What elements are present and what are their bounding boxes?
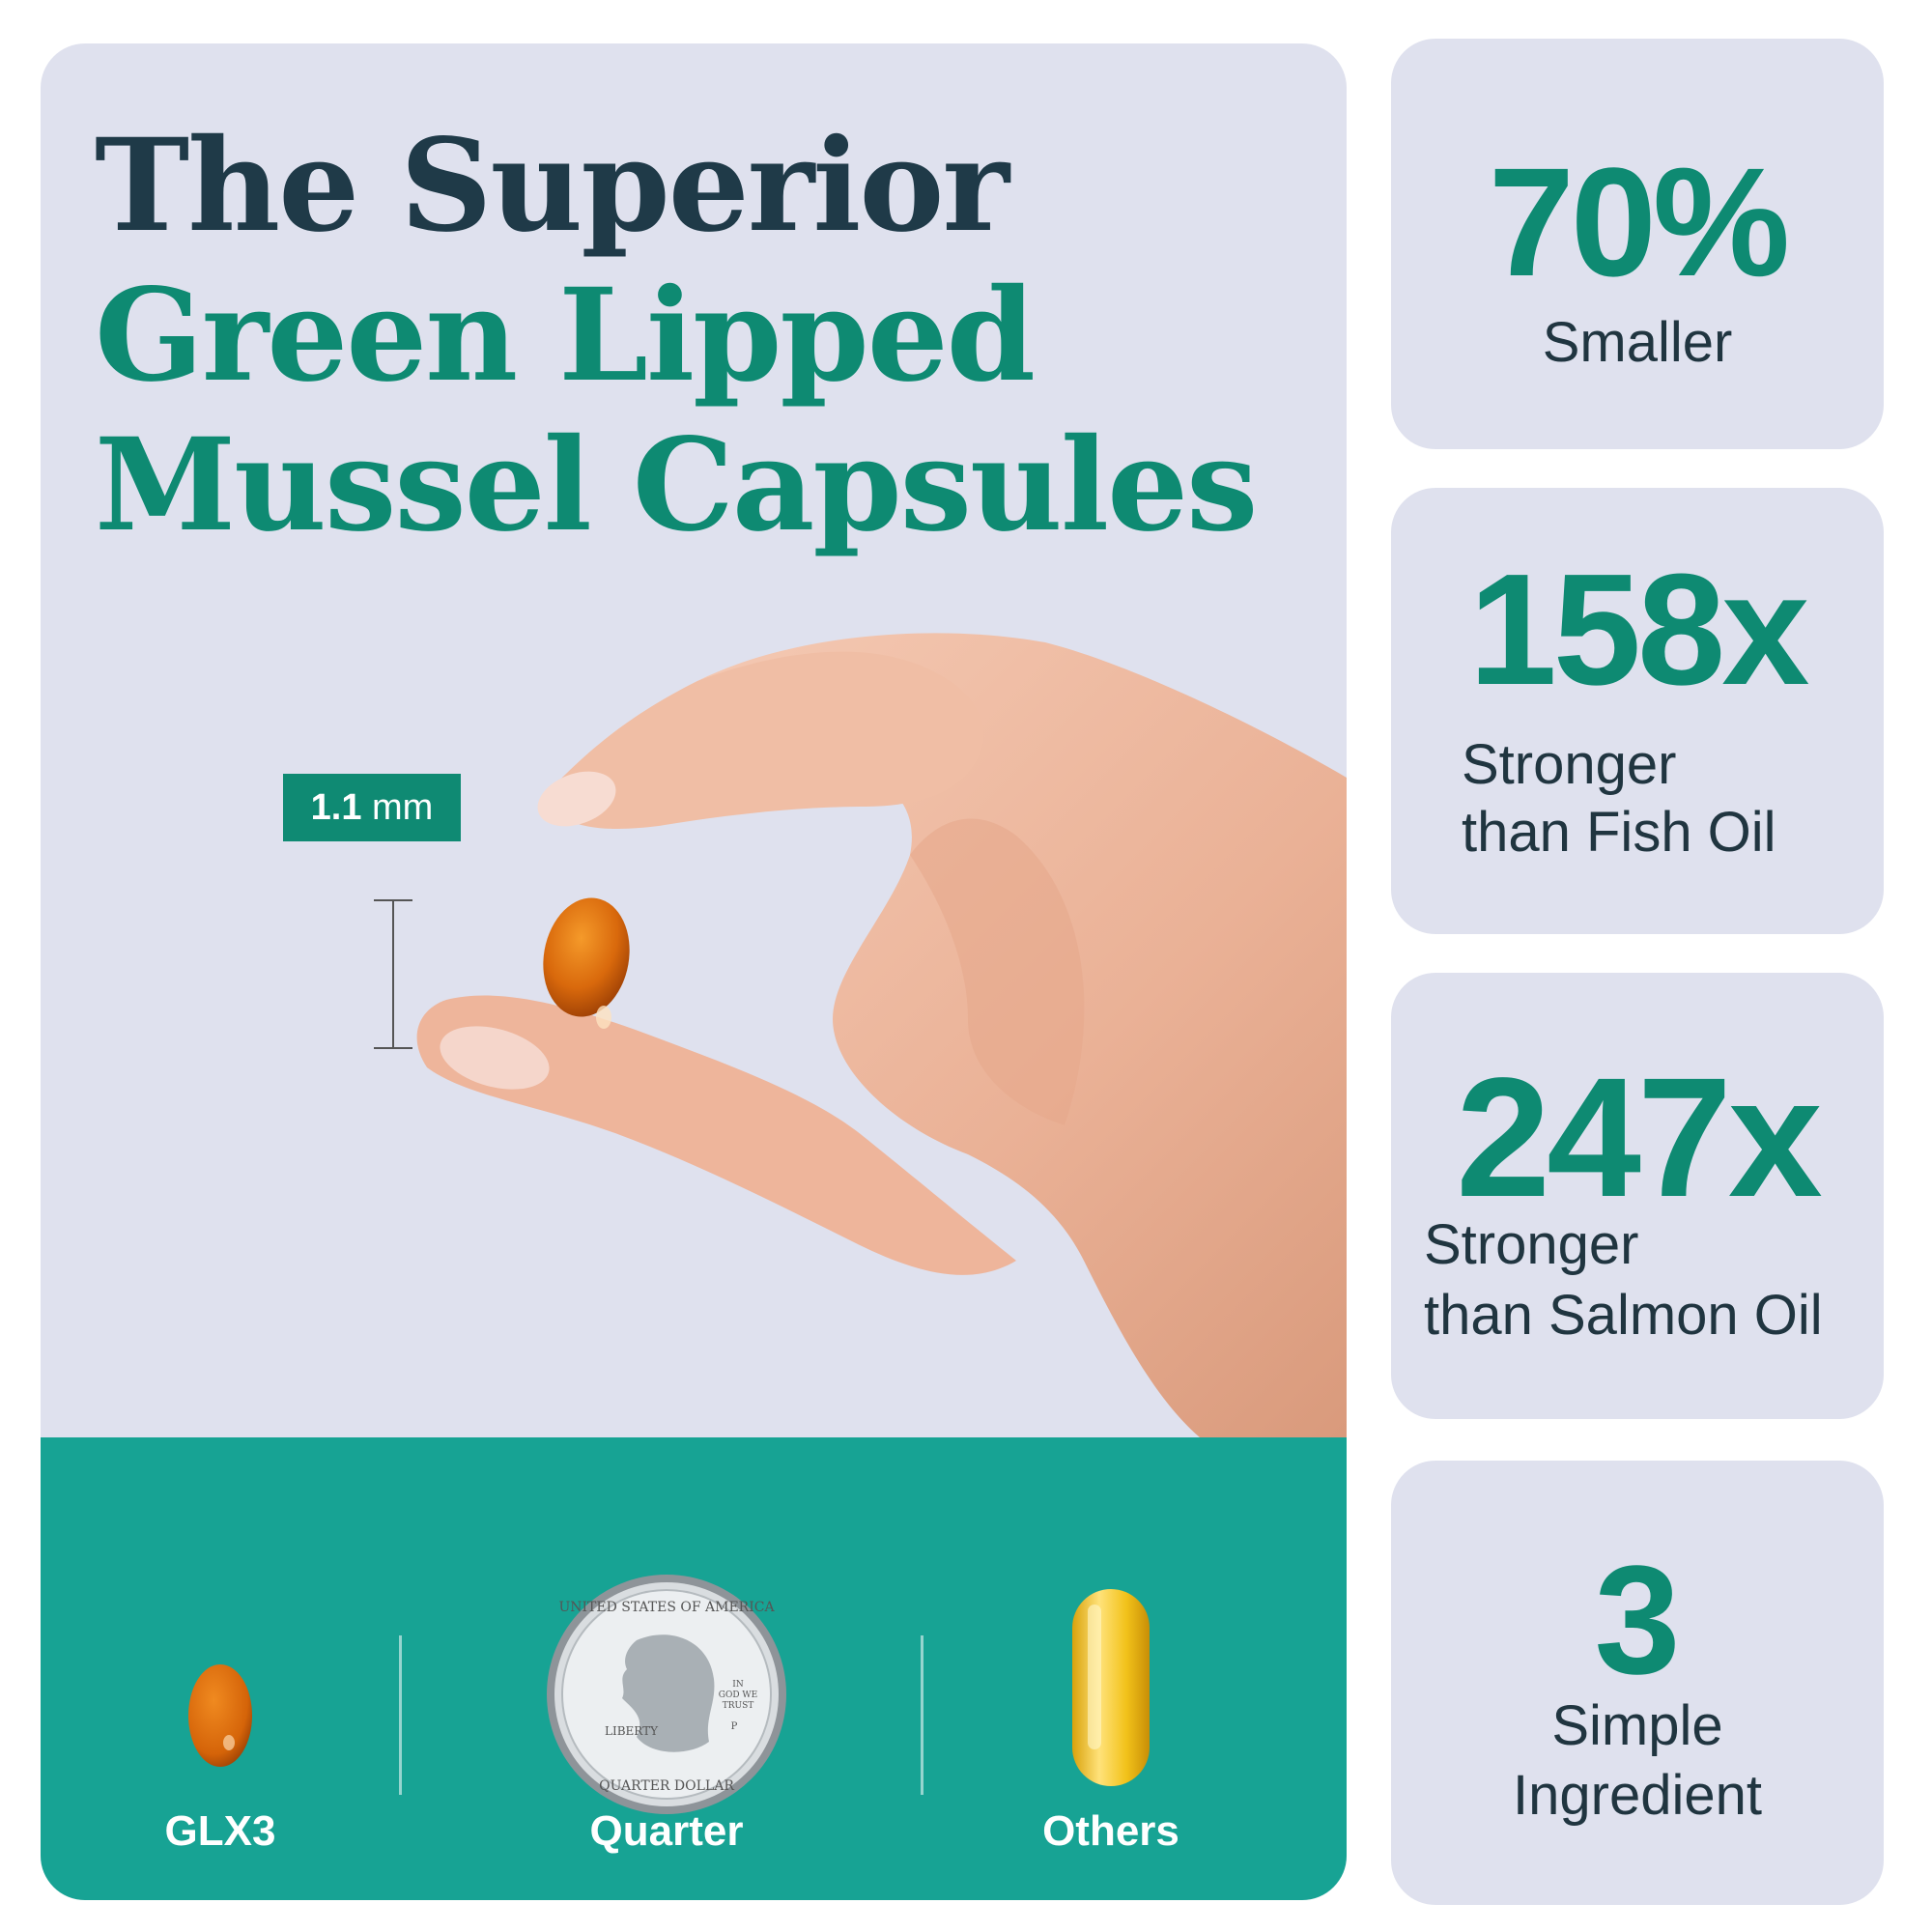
stat-value: 247x	[1456, 1043, 1823, 1233]
measurement-unit: mm	[372, 787, 434, 828]
stat-card-smaller: 70% Smaller	[1391, 39, 1884, 449]
measurement-value: 1.1	[310, 787, 362, 828]
stat-label: Smaller	[1542, 311, 1733, 374]
comparison-label-glx3: GLX3	[164, 1807, 276, 1855]
stat-label-line-1: Stronger	[1462, 733, 1677, 796]
quarter-rim-top-text: UNITED STATES OF AMERICA	[558, 1600, 775, 1615]
stat-label-line-2: than Salmon Oil	[1424, 1284, 1823, 1347]
headline: The Superior Green Lipped Mussel Capsule…	[95, 111, 1302, 560]
quarter-rim-bottom-text: QUARTER DOLLAR	[599, 1778, 734, 1794]
others-capsule-icon	[1072, 1589, 1150, 1786]
quarter-motto-line-2: GOD WE	[719, 1690, 757, 1700]
headline-line-3: Mussel Capsules	[95, 411, 1258, 560]
stat-value: 158x	[1468, 541, 1810, 718]
stat-value: 70%	[1488, 135, 1790, 308]
stat-label-line-1: Stronger	[1424, 1213, 1639, 1276]
stat-card-ingredients: 3 Simple Ingredient	[1391, 1461, 1884, 1905]
stat-card-salmon-oil: 247x Stronger than Salmon Oil	[1391, 973, 1884, 1419]
quarter-motto-line-3: TRUST	[723, 1701, 754, 1711]
headline-line-1: The Superior	[95, 111, 1009, 261]
measurement-label: 1.1 mm	[283, 774, 461, 841]
divider	[921, 1635, 923, 1795]
glx3-capsule-icon	[188, 1664, 252, 1767]
quarter-motto-line-1: IN	[732, 1680, 744, 1690]
comparison-label-others: Others	[1042, 1807, 1179, 1855]
quarter-liberty-text: LIBERTY	[605, 1724, 659, 1738]
stat-value: 3	[1594, 1533, 1681, 1706]
headline-line-2: Green Lipped	[95, 261, 1036, 411]
stat-label-line-2: than Fish Oil	[1462, 801, 1776, 864]
divider	[399, 1635, 402, 1795]
comparison-label-quarter: Quarter	[589, 1807, 744, 1855]
size-comparison-band: UNITED STATES OF AMERICA LIBERTY IN GOD …	[41, 1437, 1347, 1900]
quarter-coin-icon: UNITED STATES OF AMERICA LIBERTY IN GOD …	[547, 1575, 786, 1814]
quarter-mint-mark: P	[731, 1721, 738, 1732]
main-panel: The Superior Green Lipped Mussel Capsule…	[41, 43, 1347, 1900]
stat-label-line-2: Ingredient	[1513, 1764, 1762, 1827]
stat-label-line-1: Simple	[1551, 1694, 1723, 1757]
hand-holding-capsule-image	[374, 633, 1347, 1437]
stat-card-fish-oil: 158x Stronger than Fish Oil	[1391, 488, 1884, 934]
